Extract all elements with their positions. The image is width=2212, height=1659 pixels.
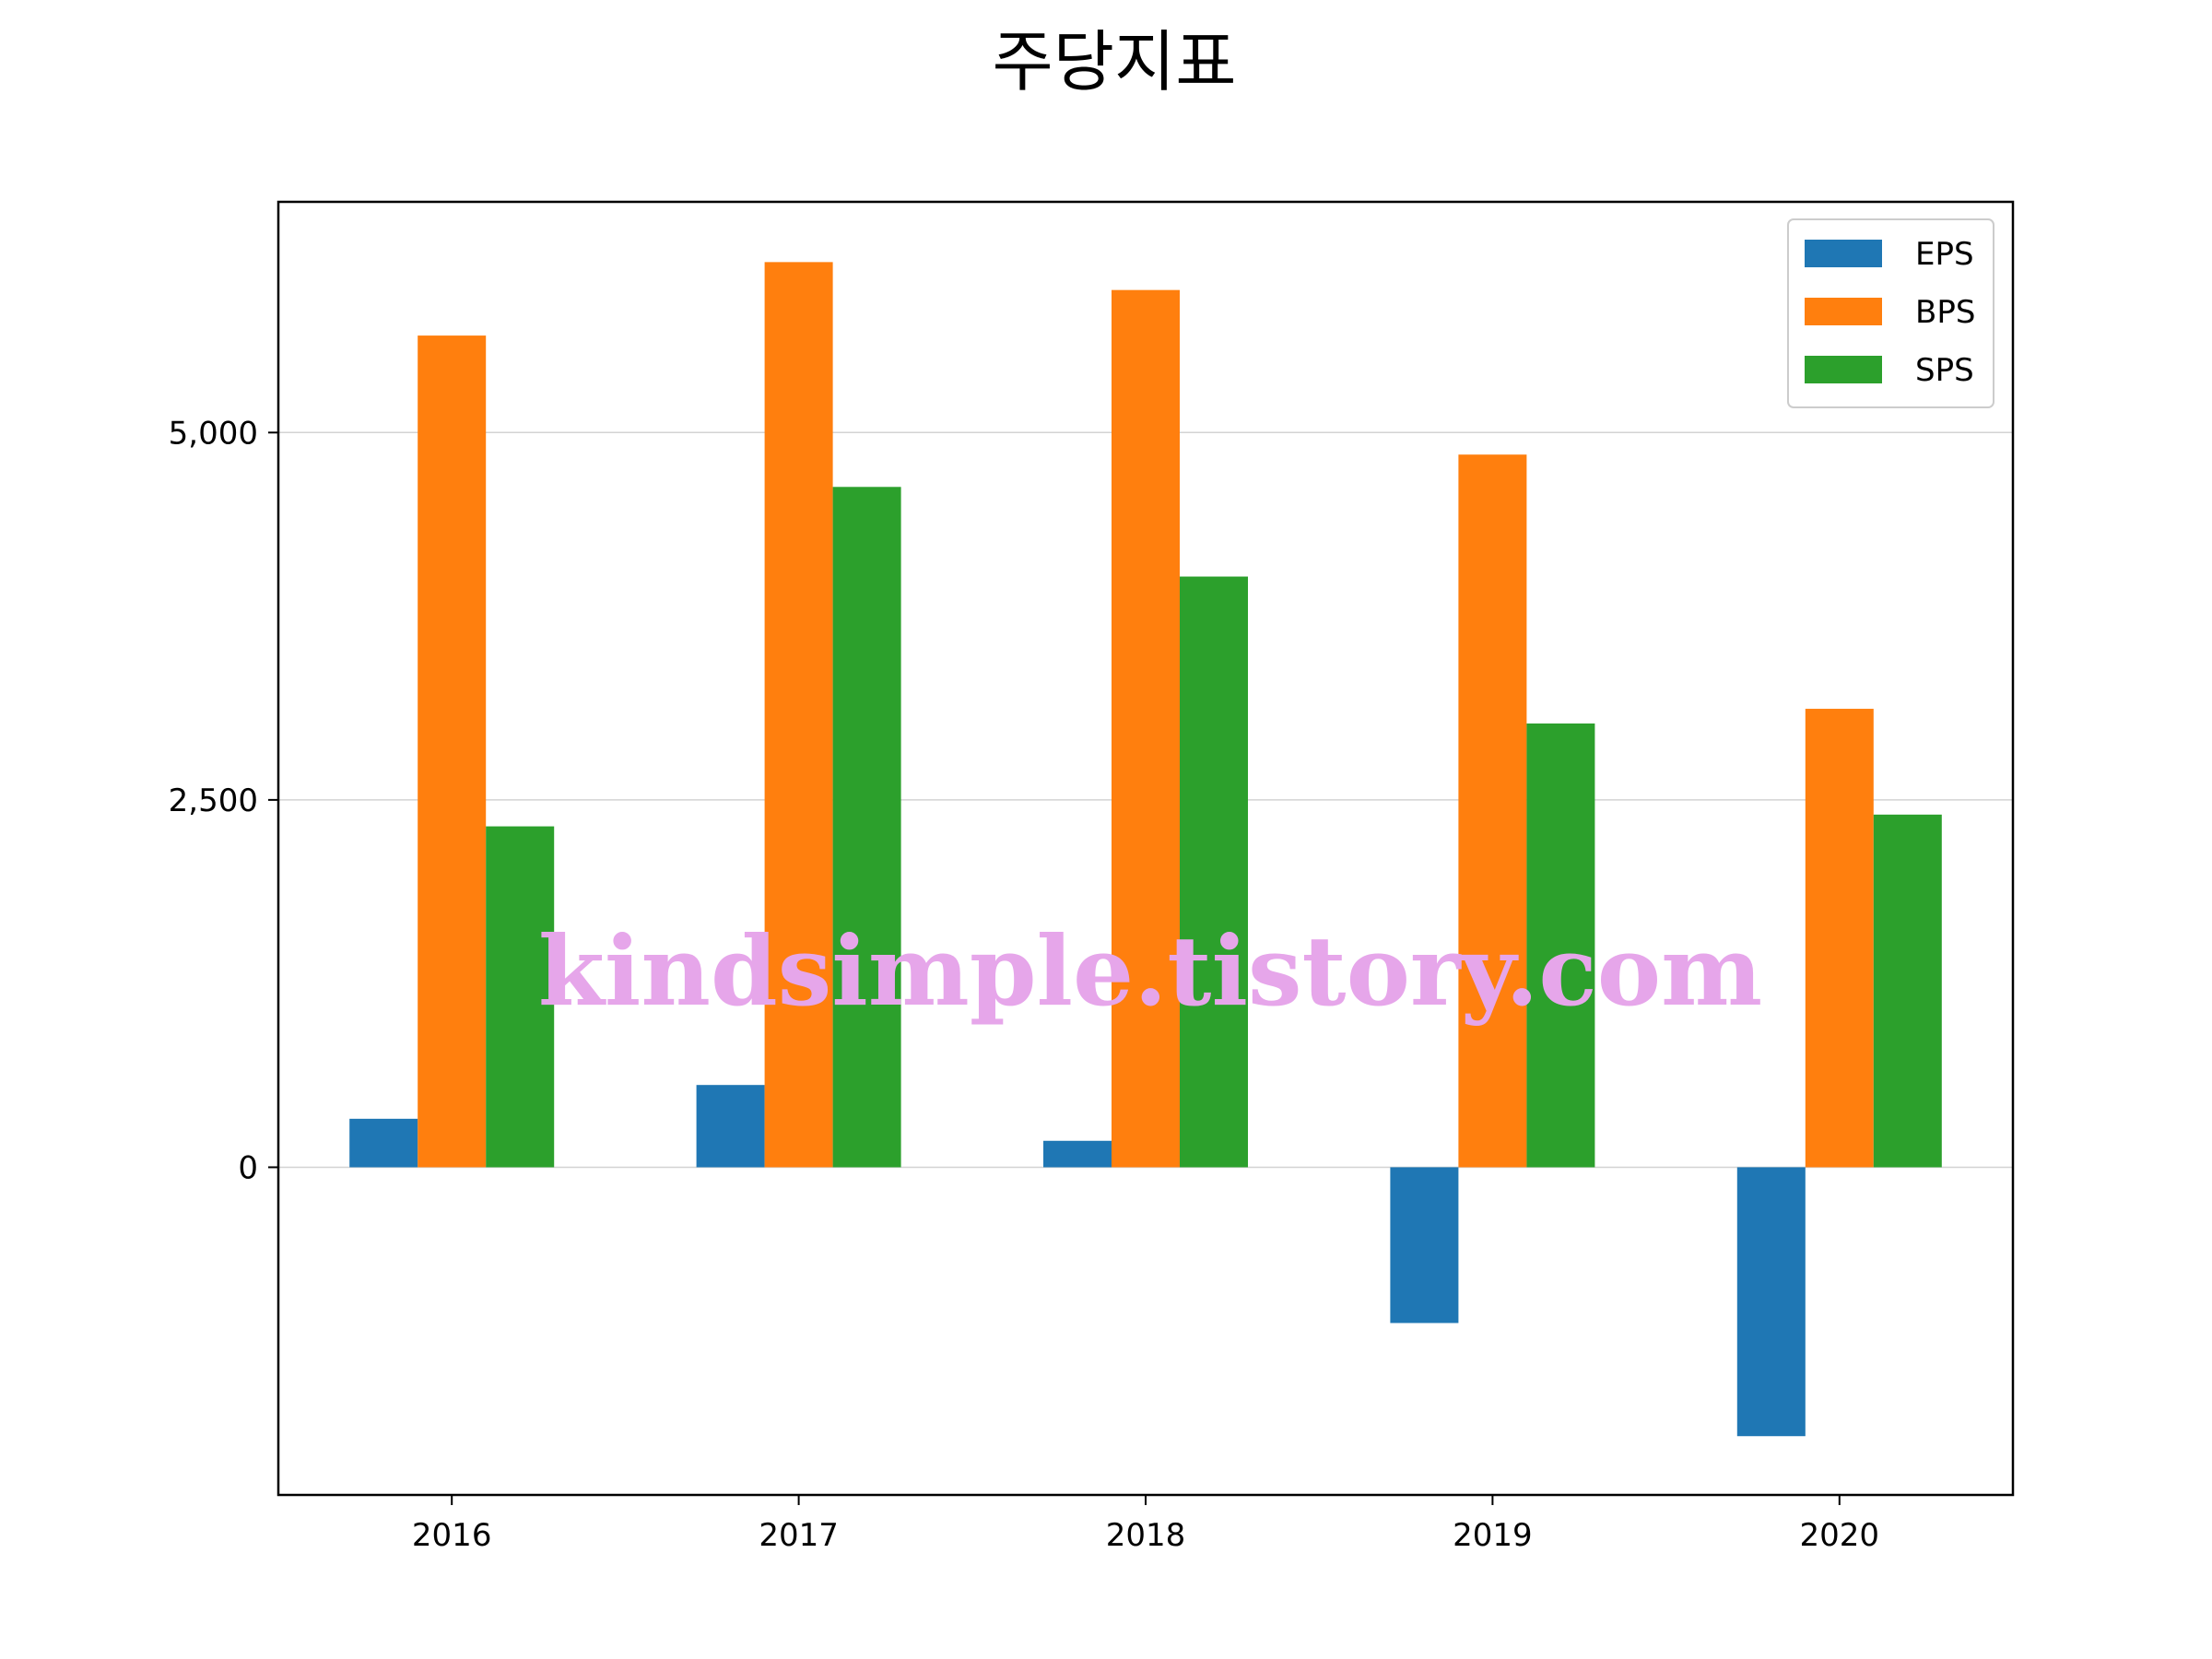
bar-eps-2019	[1390, 1167, 1459, 1324]
bar-eps-2018	[1043, 1140, 1112, 1168]
bar-sps-2019	[1526, 723, 1595, 1168]
bar-bps-2019	[1458, 454, 1527, 1168]
legend: EPS BPS SPS	[1787, 218, 1994, 408]
bar-bps-2020	[1805, 709, 1874, 1168]
legend-label-eps: EPS	[1915, 236, 1974, 273]
bar-eps-2017	[696, 1085, 765, 1168]
bar-eps-2016	[349, 1118, 418, 1168]
bar-sps-2018	[1180, 576, 1248, 1168]
x-tick-label: 2016	[412, 1517, 492, 1554]
bar-eps-2020	[1736, 1167, 1806, 1437]
chart-title: 주당지표	[993, 23, 1237, 100]
legend-swatch-bps	[1805, 298, 1882, 325]
watermark: kindsimple.tistory.com	[538, 914, 1762, 1028]
legend-label-sps: SPS	[1915, 352, 1974, 389]
legend-swatch-eps	[1805, 240, 1882, 267]
bar-bps-2017	[764, 262, 833, 1168]
y-tick-label: 0	[238, 1149, 258, 1186]
x-tick-label: 2020	[1800, 1517, 1880, 1554]
y-tick-label: 2,500	[169, 782, 258, 819]
bar-sps-2016	[486, 826, 555, 1168]
plot-frame	[276, 200, 2015, 1497]
legend-swatch-sps	[1805, 356, 1882, 383]
x-tick-label: 2019	[1453, 1517, 1533, 1554]
y-axis: 0 2,500 5,000	[169, 415, 278, 1186]
y-tick-label: 5,000	[169, 415, 258, 452]
bar-bps-2016	[418, 335, 487, 1168]
bar-sps-2017	[832, 487, 901, 1168]
bar-sps-2020	[1873, 814, 1942, 1168]
x-tick-label: 2018	[1106, 1517, 1186, 1554]
bar-bps-2018	[1112, 289, 1180, 1168]
bars	[349, 262, 1942, 1437]
x-tick-label: 2017	[759, 1517, 839, 1554]
x-axis: 2016 2017 2018 2019 2020	[412, 1495, 1879, 1554]
legend-label-bps: BPS	[1915, 294, 1975, 331]
